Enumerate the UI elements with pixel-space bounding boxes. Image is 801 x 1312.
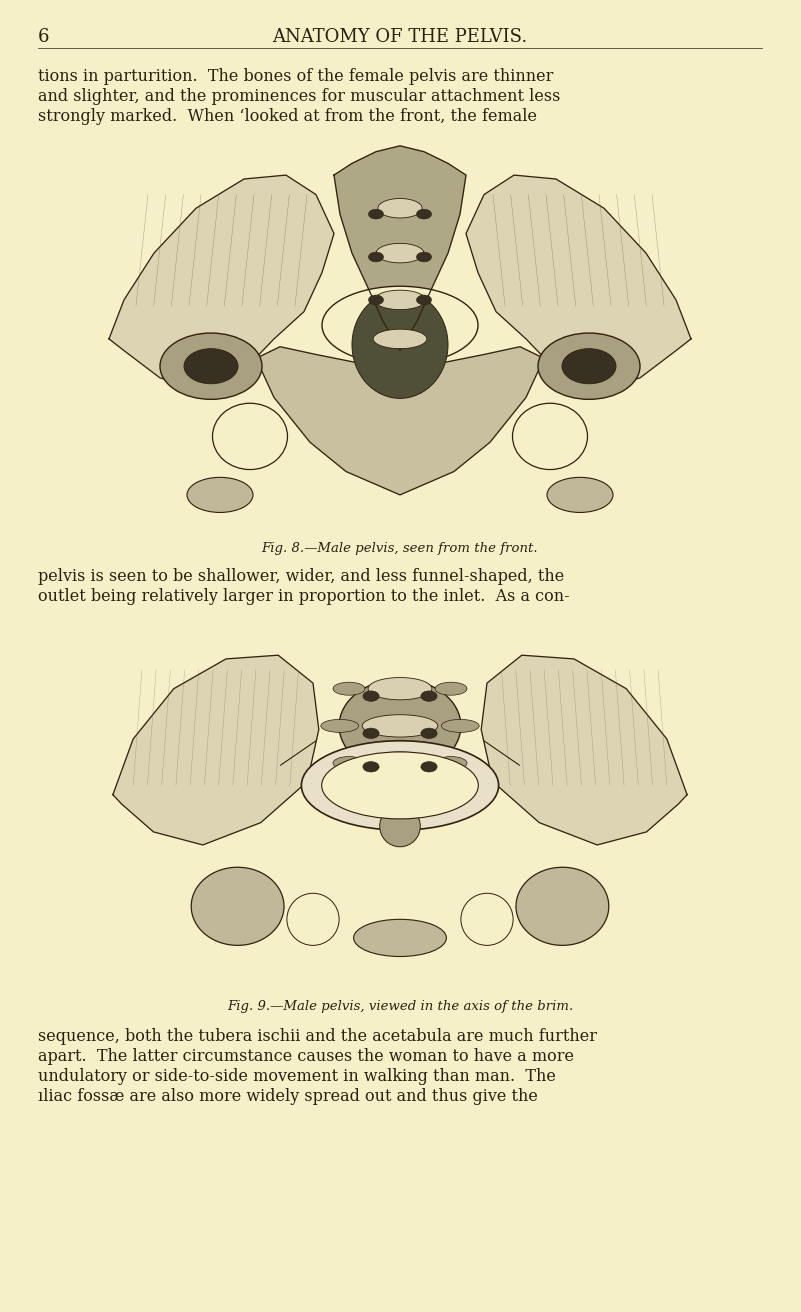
Ellipse shape xyxy=(435,757,467,770)
Ellipse shape xyxy=(368,752,432,774)
Polygon shape xyxy=(466,174,691,390)
Text: ANATOMY OF THE PELVIS.: ANATOMY OF THE PELVIS. xyxy=(272,28,528,46)
Ellipse shape xyxy=(353,920,446,956)
Ellipse shape xyxy=(374,290,425,310)
Ellipse shape xyxy=(333,757,365,770)
Circle shape xyxy=(368,252,384,262)
Polygon shape xyxy=(113,655,319,845)
Ellipse shape xyxy=(368,677,432,699)
Ellipse shape xyxy=(380,806,421,846)
Ellipse shape xyxy=(352,291,448,399)
Ellipse shape xyxy=(378,198,422,218)
Circle shape xyxy=(184,349,238,383)
Text: Fig. 8.—Male pelvis, seen from the front.: Fig. 8.—Male pelvis, seen from the front… xyxy=(262,542,538,555)
Circle shape xyxy=(417,295,432,304)
Text: apart.  The latter circumstance causes the woman to have a more: apart. The latter circumstance causes th… xyxy=(38,1048,574,1065)
Polygon shape xyxy=(481,655,687,845)
Ellipse shape xyxy=(339,680,461,773)
Ellipse shape xyxy=(301,741,498,830)
Text: strongly marked.  When ‘looked at from the front, the female: strongly marked. When ‘looked at from th… xyxy=(38,108,537,125)
Ellipse shape xyxy=(322,752,478,819)
Ellipse shape xyxy=(321,719,359,732)
Circle shape xyxy=(417,252,432,262)
FancyArrowPatch shape xyxy=(484,740,520,765)
Text: and slighter, and the prominences for muscular attachment less: and slighter, and the prominences for mu… xyxy=(38,88,561,105)
Circle shape xyxy=(368,295,384,304)
Polygon shape xyxy=(334,146,466,350)
Text: outlet being relatively larger in proportion to the inlet.  As a con-: outlet being relatively larger in propor… xyxy=(38,588,570,605)
Circle shape xyxy=(421,691,437,702)
Circle shape xyxy=(160,333,262,399)
Ellipse shape xyxy=(187,478,253,513)
Circle shape xyxy=(562,349,616,383)
Circle shape xyxy=(421,761,437,771)
Circle shape xyxy=(538,333,640,399)
Circle shape xyxy=(363,691,379,702)
Ellipse shape xyxy=(513,403,587,470)
Text: tions in parturition.  The bones of the female pelvis are thinner: tions in parturition. The bones of the f… xyxy=(38,68,553,85)
Polygon shape xyxy=(256,346,544,495)
Ellipse shape xyxy=(191,867,284,946)
Polygon shape xyxy=(109,174,334,390)
Text: undulatory or side-to-side movement in walking than man.  The: undulatory or side-to-side movement in w… xyxy=(38,1068,556,1085)
Ellipse shape xyxy=(376,243,424,262)
Ellipse shape xyxy=(435,682,467,695)
Ellipse shape xyxy=(461,893,513,946)
Ellipse shape xyxy=(547,478,613,513)
Text: Fig. 9.—Male pelvis, viewed in the axis of the brim.: Fig. 9.—Male pelvis, viewed in the axis … xyxy=(227,1000,574,1013)
Ellipse shape xyxy=(322,286,478,365)
Text: pelvis is seen to be shallower, wider, and less funnel-shaped, the: pelvis is seen to be shallower, wider, a… xyxy=(38,568,564,585)
Circle shape xyxy=(363,761,379,771)
Ellipse shape xyxy=(212,403,288,470)
Ellipse shape xyxy=(362,715,437,737)
FancyArrowPatch shape xyxy=(280,740,316,765)
Circle shape xyxy=(417,209,432,219)
Text: ıliac fossæ are also more widely spread out and thus give the: ıliac fossæ are also more widely spread … xyxy=(38,1088,538,1105)
Circle shape xyxy=(421,728,437,739)
Ellipse shape xyxy=(374,783,426,806)
Text: 6: 6 xyxy=(38,28,50,46)
Ellipse shape xyxy=(441,719,479,732)
Ellipse shape xyxy=(287,893,339,946)
Ellipse shape xyxy=(373,329,427,349)
Ellipse shape xyxy=(333,682,365,695)
Circle shape xyxy=(363,728,379,739)
Circle shape xyxy=(368,209,384,219)
Ellipse shape xyxy=(516,867,609,946)
Text: sequence, both the tubera ischii and the acetabula are much further: sequence, both the tubera ischii and the… xyxy=(38,1029,597,1044)
